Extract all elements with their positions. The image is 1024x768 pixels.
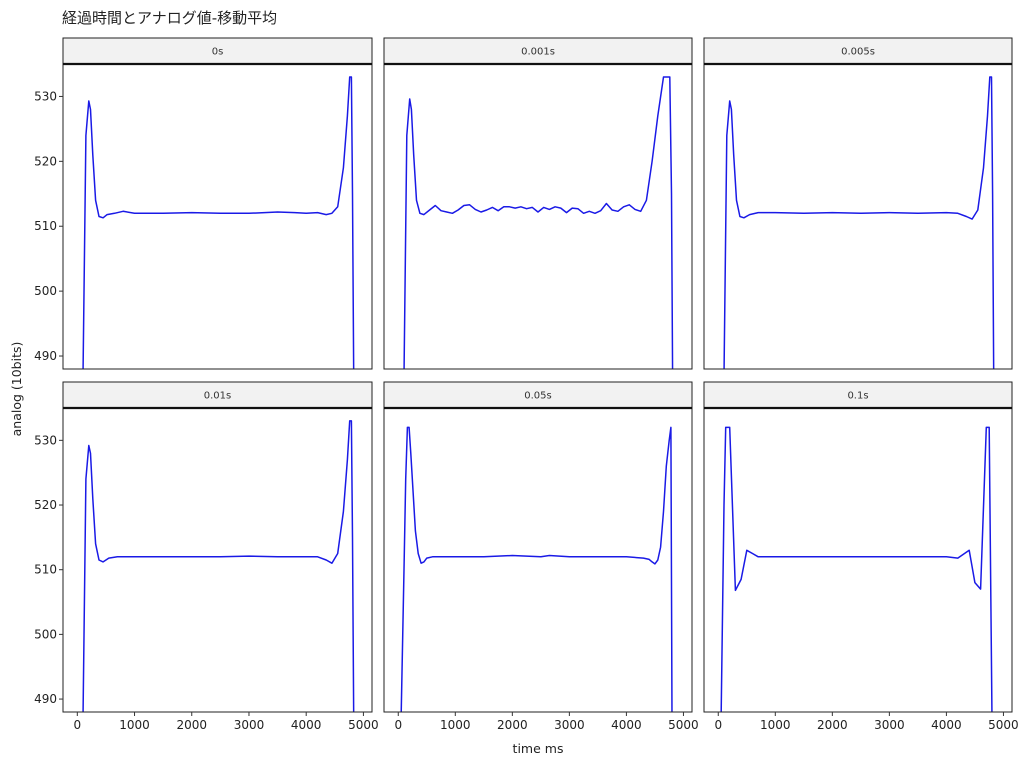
chart-title: 経過時間とアナログ値-移動平均 (62, 9, 277, 27)
x-tick-label: 0 (714, 718, 722, 732)
facet-strip-label: 0.01s (204, 391, 231, 402)
x-tick-label: 0 (394, 718, 402, 732)
y-tick-label: 490 (34, 349, 57, 363)
y-tick-label: 530 (34, 433, 57, 447)
x-tick-label: 2000 (817, 718, 848, 732)
facet-panel: 0.01s 490 500 510 520 530 0 1000 2000 3000 4000 500… (34, 381, 379, 732)
x-tick-label: 3000 (234, 718, 265, 732)
facet-panel: 0.1s 0 1000 2000 3000 4000 5000 (703, 381, 1019, 732)
x-tick-label: 2000 (497, 718, 528, 732)
facet-strip (383, 381, 693, 409)
y-tick-label: 520 (34, 154, 57, 168)
facet-strip-label: 0s (212, 47, 224, 58)
x-axis-title: time ms (513, 741, 564, 756)
facet-panel: 0.005s (703, 37, 1013, 370)
y-axis-title: analog (10bits) (9, 342, 24, 437)
y-tick-label: 520 (34, 498, 57, 512)
facet-strip-label: 0.05s (524, 391, 551, 402)
facet-panel: 0.001s (383, 37, 693, 370)
series-line (400, 426, 673, 712)
x-tick-label: 0 (73, 718, 81, 732)
x-tick-label: 2000 (176, 718, 207, 732)
y-tick-label: 500 (34, 284, 57, 298)
x-tick-label: 3000 (554, 718, 585, 732)
plot-area (63, 408, 372, 712)
y-tick-label: 510 (34, 219, 57, 233)
series-line (403, 76, 674, 369)
facet-strip-label: 0.1s (847, 391, 868, 402)
plot-area (704, 408, 1012, 712)
plot-area (63, 64, 372, 369)
facet-strip-label: 0.005s (841, 47, 875, 58)
y-tick-label: 490 (34, 692, 57, 706)
series-line (82, 420, 355, 712)
x-tick-label: 5000 (668, 718, 699, 732)
facet-strip (62, 381, 373, 409)
y-tick-label: 510 (34, 563, 57, 577)
plot-area (704, 64, 1012, 369)
x-tick-label: 1000 (760, 718, 791, 732)
x-tick-label: 4000 (931, 718, 962, 732)
facet-panel: 0.05s 0 1000 2000 3000 4000 5000 (383, 381, 699, 732)
y-tick-label: 530 (34, 89, 57, 103)
x-tick-label: 4000 (291, 718, 322, 732)
facet-strip-label: 0.001s (521, 47, 555, 58)
series-line (723, 76, 995, 369)
facet-strip (703, 381, 1013, 409)
series-line (720, 426, 993, 712)
x-tick-label: 1000 (119, 718, 150, 732)
x-tick-label: 5000 (348, 718, 379, 732)
x-tick-label: 3000 (874, 718, 905, 732)
plot-area (384, 408, 692, 712)
plot-area (384, 64, 692, 369)
x-tick-label: 5000 (988, 718, 1019, 732)
y-tick-label: 500 (34, 627, 57, 641)
x-tick-label: 1000 (440, 718, 471, 732)
x-tick-label: 4000 (611, 718, 642, 732)
facet-panel: 0s 490 500 510 520 530 (34, 37, 373, 370)
facet-strip (62, 37, 373, 65)
series-line (82, 76, 355, 369)
facet-strip (383, 37, 693, 65)
facet-panels: 0s 490 500 510 520 530 0.001s 0.005s 0.01s 490 500… (34, 37, 1019, 732)
